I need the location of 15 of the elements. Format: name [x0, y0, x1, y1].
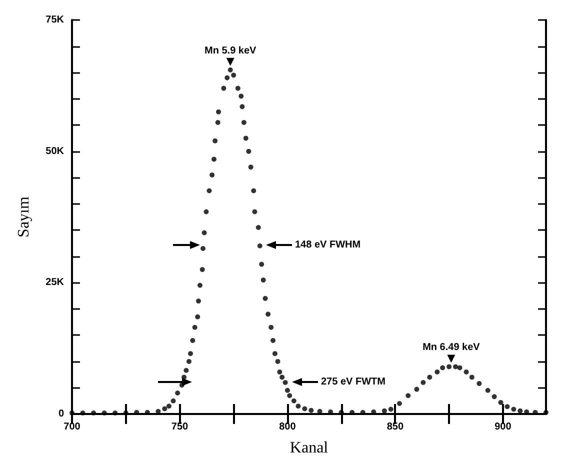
x-tick-label: 750 — [171, 422, 189, 432]
annotation: 148 eV FWHM — [295, 240, 361, 250]
annotation: 275 eV FWTM — [321, 376, 386, 388]
y-tick-label: 25K — [46, 277, 65, 288]
y-tick-label: 75K — [46, 14, 65, 26]
y-tick-label: 50K — [46, 146, 65, 157]
x-tick-label: 900 — [494, 422, 512, 432]
annotation: Mn 6.49 keV — [422, 342, 480, 354]
x-tick-label: 800 — [279, 422, 296, 432]
x-axis-title: Kanal — [290, 440, 329, 456]
annotation: Mn 5.9 keV — [204, 45, 257, 56]
x-tick-label: 700 — [64, 422, 81, 432]
x-tick-label: 850 — [386, 422, 404, 432]
y-tick-label: 0 — [58, 408, 64, 420]
y-axis-title: Sayım — [16, 196, 32, 238]
